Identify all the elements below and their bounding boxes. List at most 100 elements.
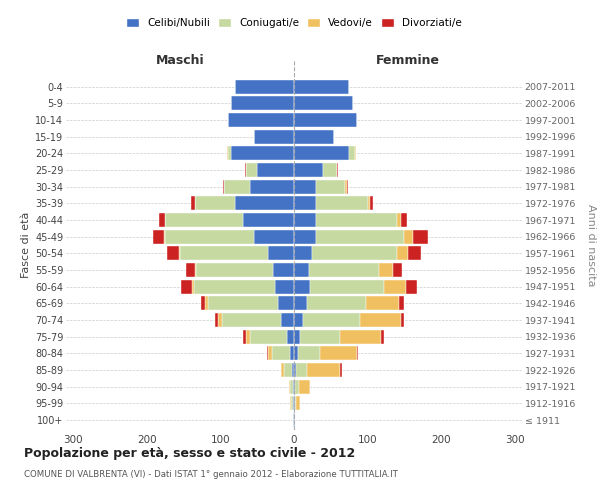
Bar xyxy=(294,196,316,210)
Bar xyxy=(232,146,294,160)
Bar xyxy=(384,280,406,293)
Bar xyxy=(401,313,404,327)
Bar xyxy=(268,246,294,260)
Bar xyxy=(294,163,323,177)
Bar xyxy=(293,380,294,394)
Bar xyxy=(228,113,294,127)
Bar xyxy=(366,296,399,310)
Bar xyxy=(195,263,196,277)
Bar xyxy=(191,196,195,210)
Bar xyxy=(356,346,358,360)
Bar xyxy=(186,263,195,277)
Bar xyxy=(397,213,401,227)
Bar xyxy=(274,263,294,277)
Bar xyxy=(408,246,421,260)
Bar xyxy=(254,230,294,244)
Bar xyxy=(181,280,192,293)
Bar xyxy=(153,230,164,244)
Bar xyxy=(303,313,360,327)
Bar xyxy=(413,230,428,244)
Bar xyxy=(393,263,402,277)
Bar xyxy=(224,180,250,194)
Bar xyxy=(355,146,356,160)
Bar xyxy=(349,146,355,160)
Bar xyxy=(294,413,295,427)
Bar xyxy=(399,296,404,310)
Bar xyxy=(165,213,242,227)
Bar xyxy=(218,313,222,327)
Bar xyxy=(323,163,337,177)
Bar xyxy=(294,146,349,160)
Bar xyxy=(245,163,246,177)
Bar xyxy=(295,396,296,410)
Y-axis label: Fasce di età: Fasce di età xyxy=(20,212,31,278)
Bar xyxy=(222,313,281,327)
Bar xyxy=(194,280,275,293)
Bar xyxy=(406,280,417,293)
Bar xyxy=(293,413,294,427)
Bar xyxy=(158,213,164,227)
Bar xyxy=(165,230,254,244)
Bar xyxy=(370,196,373,210)
Bar xyxy=(320,346,356,360)
Bar xyxy=(196,263,274,277)
Bar xyxy=(242,330,246,344)
Bar xyxy=(290,396,291,410)
Bar xyxy=(296,363,307,377)
Bar xyxy=(316,180,346,194)
Bar xyxy=(401,213,407,227)
Bar xyxy=(180,246,268,260)
Bar xyxy=(257,163,294,177)
Bar xyxy=(294,263,309,277)
Bar xyxy=(291,396,293,410)
Bar xyxy=(294,213,316,227)
Bar xyxy=(208,296,278,310)
Bar xyxy=(397,246,408,260)
Bar xyxy=(294,280,310,293)
Bar xyxy=(316,213,397,227)
Text: Maschi: Maschi xyxy=(155,54,205,66)
Bar xyxy=(295,380,299,394)
Bar xyxy=(347,180,349,194)
Legend: Celibi/Nubili, Coniugati/e, Vedovi/e, Divorziati/e: Celibi/Nubili, Coniugati/e, Vedovi/e, Di… xyxy=(122,14,466,32)
Bar xyxy=(275,280,294,293)
Bar xyxy=(267,346,268,360)
Bar xyxy=(227,146,228,160)
Text: Femmine: Femmine xyxy=(376,54,440,66)
Bar xyxy=(268,346,272,360)
Bar xyxy=(250,330,287,344)
Bar xyxy=(228,146,232,160)
Bar xyxy=(278,296,294,310)
Bar xyxy=(298,346,320,360)
Bar xyxy=(242,213,294,227)
Bar xyxy=(300,330,340,344)
Bar xyxy=(404,230,413,244)
Bar xyxy=(164,213,165,227)
Bar xyxy=(272,346,290,360)
Bar xyxy=(281,363,284,377)
Bar xyxy=(346,180,347,194)
Bar xyxy=(294,296,307,310)
Bar xyxy=(294,396,295,410)
Bar xyxy=(246,330,250,344)
Y-axis label: Anni di nascita: Anni di nascita xyxy=(586,204,596,286)
Bar xyxy=(250,180,294,194)
Bar xyxy=(235,196,294,210)
Text: COMUNE DI VALBRENTA (VI) - Dati ISTAT 1° gennaio 2012 - Elaborazione TUTTITALIA.: COMUNE DI VALBRENTA (VI) - Dati ISTAT 1°… xyxy=(24,470,398,479)
Bar xyxy=(289,380,290,394)
Bar xyxy=(360,313,401,327)
Bar xyxy=(310,280,384,293)
Bar xyxy=(246,163,257,177)
Bar xyxy=(368,196,370,210)
Bar xyxy=(294,363,296,377)
Bar xyxy=(294,246,313,260)
Bar xyxy=(205,296,208,310)
Bar xyxy=(223,180,224,194)
Text: Popolazione per età, sesso e stato civile - 2012: Popolazione per età, sesso e stato civil… xyxy=(24,448,355,460)
Bar xyxy=(309,263,379,277)
Bar xyxy=(290,380,293,394)
Bar xyxy=(340,330,381,344)
Bar xyxy=(294,313,303,327)
Bar xyxy=(381,330,385,344)
Bar xyxy=(316,230,404,244)
